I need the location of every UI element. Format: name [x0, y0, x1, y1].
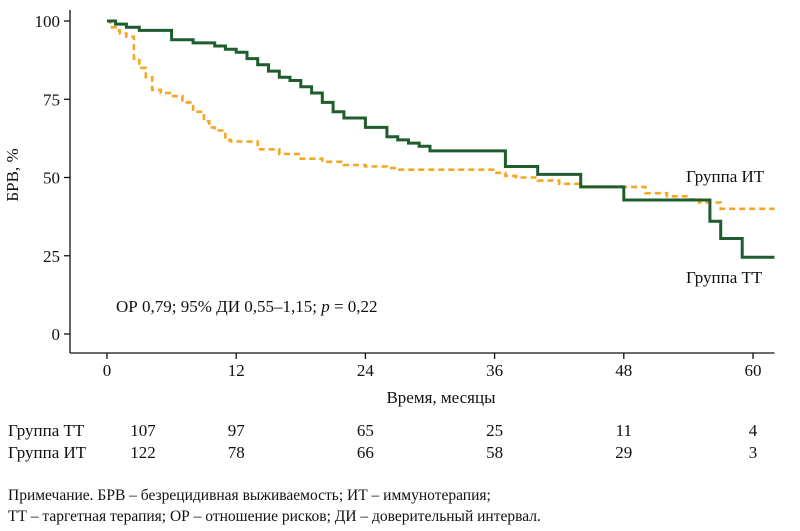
at-risk-value: 29 — [615, 443, 633, 462]
at-risk-value: 66 — [356, 443, 374, 462]
y-tick-label: 75 — [43, 90, 60, 109]
at-risk-value: 107 — [130, 421, 156, 440]
survival-curves — [107, 19, 775, 259]
y-tick-label: 0 — [52, 325, 61, 344]
x-tick-label: 48 — [615, 361, 632, 380]
at-risk-value: 97 — [227, 421, 245, 440]
at-risk-value: 4 — [748, 421, 758, 440]
y-tick-label: 25 — [43, 247, 60, 266]
axes: 0 12 24 36 48 60 0 25 50 75 100 — [35, 10, 775, 380]
x-axis-title: Время, месяцы — [386, 388, 496, 407]
x-tick-label: 60 — [745, 361, 762, 380]
series-line-it — [107, 19, 775, 211]
note-line-1: Примечание. БРВ – безрецидивная выживаем… — [8, 487, 491, 504]
series-label-it: Группа ИТ — [686, 167, 765, 186]
y-tick-label: 100 — [35, 12, 61, 31]
at-risk-value: 58 — [486, 443, 504, 462]
at-risk-row-label: Группа ТТ — [8, 421, 85, 440]
x-tick-label: 36 — [486, 361, 503, 380]
x-tick-label: 0 — [103, 361, 112, 380]
x-tick-label: 24 — [357, 361, 375, 380]
at-risk-value: 11 — [615, 421, 632, 440]
note-line-2: ТТ – таргетная терапия; ОР – отношение р… — [8, 508, 541, 525]
at-risk-value: 78 — [227, 443, 245, 462]
x-tick-label: 12 — [228, 361, 245, 380]
at-risk-value: 122 — [130, 443, 156, 462]
at-risk-value: 65 — [356, 421, 374, 440]
survival-chart: 0 12 24 36 48 60 0 25 50 75 100 Время, месяцы БРВ,… — [3, 10, 775, 407]
y-tick-label: 50 — [43, 169, 60, 188]
y-axis-title: БРВ, % — [3, 148, 22, 201]
hazard-ratio-annotation: ОР 0,79; 95% ДИ 0,55–1,15; p = 0,22 — [116, 297, 378, 316]
series-line-tt — [107, 19, 775, 259]
at-risk-row-label: Группа ИТ — [8, 443, 87, 462]
series-label-tt: Группа ТТ — [686, 268, 763, 287]
at-risk-value: 3 — [748, 443, 758, 462]
at-risk-value: 25 — [486, 421, 504, 440]
